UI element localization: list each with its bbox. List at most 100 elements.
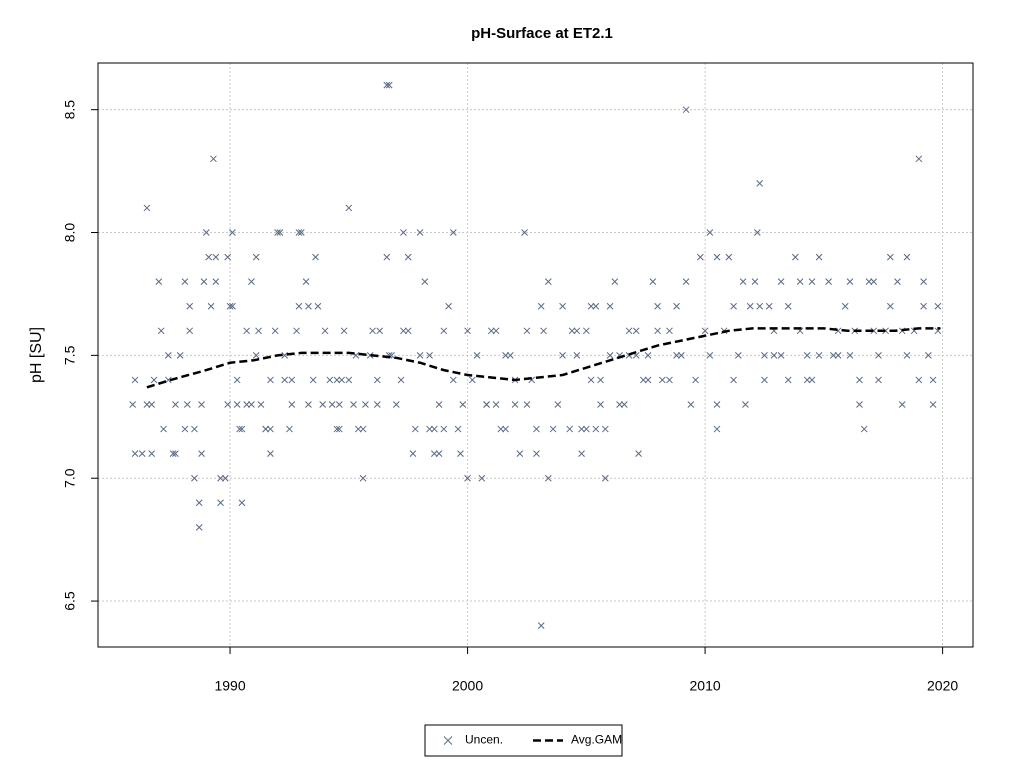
data-point [274,229,281,236]
data-point [666,327,673,335]
data-point [875,352,882,359]
data-point [210,155,217,163]
data-point [404,327,412,335]
data-point [328,401,336,408]
data-point [506,352,514,359]
data-point [502,352,509,359]
data-point [559,352,566,359]
data-point [345,376,353,384]
data-point [326,376,334,384]
data-point [238,425,246,433]
data-point [573,327,581,335]
y-axis-label: pH [SU] [28,327,45,383]
y-tick-label: 6.5 [62,591,78,611]
trend-line [146,327,941,389]
data-point [582,425,590,433]
data-point [497,425,505,433]
data-point [601,474,609,482]
data-point [725,253,733,261]
data-point [129,401,137,408]
data-point [335,425,343,433]
data-point [929,376,937,384]
data-point [549,425,557,433]
data-point [305,401,312,408]
legend-label: Avg.GAM [571,733,622,747]
data-point [537,622,545,629]
data-point [164,376,172,384]
data-point [430,425,438,433]
data-point [696,253,704,261]
data-point [229,229,236,236]
data-point [611,278,619,286]
data-point [765,302,773,310]
data-point [875,376,882,384]
data-point [597,401,604,408]
data-point [559,302,566,310]
data-point [383,81,391,89]
data-point [459,401,467,408]
data-point [295,302,303,310]
data-point [243,327,251,335]
data-point [305,302,312,310]
data-point [573,352,581,359]
data-point [730,376,737,384]
data-point [176,352,184,359]
y-tick-label: 7.0 [62,468,78,488]
data-point [454,425,462,433]
data-point [592,302,600,310]
data-point [333,425,341,433]
data-point [544,474,552,482]
data-point [625,327,633,335]
data-point [186,302,194,310]
data-point [673,302,680,310]
y-tick-label: 7.5 [62,345,78,365]
legend-box [424,724,623,757]
data-point [385,81,393,89]
data-point [483,401,490,408]
data-point [212,253,220,261]
data-point [592,425,600,433]
y-tick-label: 8.5 [62,100,78,120]
data-point [286,425,293,433]
data-point [924,352,932,359]
data-point [435,401,443,408]
data-point [148,401,156,408]
data-point [682,278,690,286]
data-point [267,425,274,433]
data-point [841,302,849,310]
data-point [288,401,296,408]
data-point [224,253,232,261]
data-point [701,327,709,335]
data-point [734,352,742,359]
data-point [217,474,224,482]
data-point [492,401,500,408]
data-point [198,450,205,457]
data-point [362,401,369,408]
data-point [464,327,471,335]
data-point [319,401,327,408]
data-point [639,376,647,384]
data-point [673,352,680,359]
legend-marker [443,736,453,745]
data-point [739,278,747,286]
data-point [350,401,357,408]
data-point [416,229,424,236]
data-point [803,352,811,359]
data-point [934,302,942,310]
data-point [338,376,346,384]
data-point [886,253,894,261]
data-point [578,425,585,433]
data-point [756,302,764,310]
data-point [309,376,317,384]
data-point [435,450,443,457]
data-point [644,376,652,384]
data-point [457,450,464,457]
data-point [846,278,854,286]
data-point [243,401,251,408]
data-point [846,352,854,359]
data-point [915,155,923,163]
data-point [267,450,274,457]
data-point [777,278,785,286]
data-point [354,425,362,433]
